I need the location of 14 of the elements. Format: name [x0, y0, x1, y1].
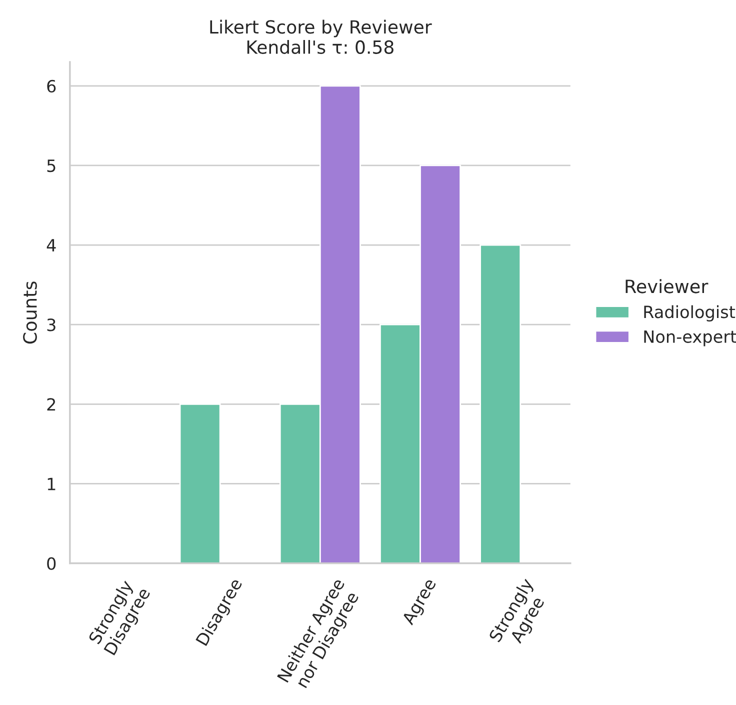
legend-label: Radiologist [644, 305, 736, 322]
legend-label: Non-expert [644, 330, 736, 346]
y-tick-label: 2 [47, 398, 56, 411]
y-tick-label: 1 [48, 478, 56, 490]
y-tick-label: 4 [46, 239, 56, 252]
y-axis-title: Counts [23, 282, 37, 344]
y-tick-label: 6 [47, 80, 56, 93]
y-tick-label: 5 [47, 160, 56, 172]
bar [480, 244, 522, 564]
legend-title: Reviewer [626, 279, 708, 294]
y-tick-label: 0 [47, 557, 56, 570]
y-tick-label: 3 [47, 318, 56, 332]
bar [179, 403, 221, 564]
chart-title: Likert Score by Reviewer Kendall's τ: 0.58 [210, 20, 432, 54]
